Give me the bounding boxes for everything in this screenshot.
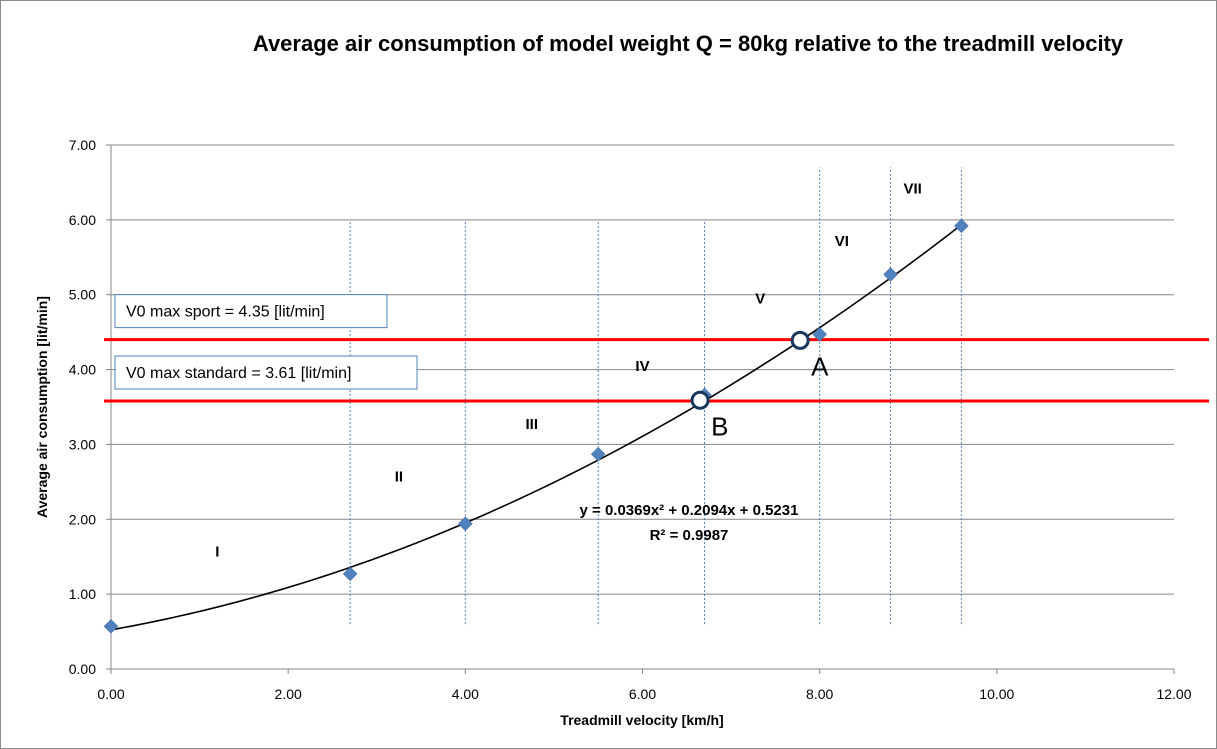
zone-label: IV [635, 358, 649, 375]
threshold-label: V0 max standard = 3.61 [lit/min] [126, 365, 351, 382]
intersection-marker [790, 330, 810, 350]
x-tick-labels: 0.00 2.00 4.00 6.00 8.00 10.00 12.00 [97, 686, 1191, 702]
zone-label: III [526, 416, 539, 433]
y-tick-label: 3.00 [69, 436, 96, 452]
x-tick-label: 0.00 [97, 686, 124, 702]
zone-label: VI [835, 233, 849, 250]
zone-label: V [755, 290, 765, 307]
zone-boundary-lines [349, 167, 962, 625]
y-tick-label: 6.00 [69, 212, 96, 228]
y-tick-label: 1.00 [69, 586, 96, 602]
threshold-lines: V0 max sport = 4.35 [lit/min] V0 max stan… [104, 294, 1209, 403]
threshold-box [114, 355, 418, 390]
data-point [342, 566, 358, 582]
x-axis-label: Treadmill velocity [km/h] [560, 712, 723, 728]
y-tick-label: 5.00 [69, 287, 96, 303]
threshold-label: V0 max sport = 4.35 [lit/min] [126, 304, 325, 321]
x-tick-label: 10.00 [979, 686, 1014, 702]
y-tick-label: 4.00 [69, 362, 96, 378]
threshold-box [114, 294, 388, 329]
x-tick-label: 2.00 [275, 686, 302, 702]
data-points [103, 218, 969, 634]
trendline-equation: y = 0.0369x² + 0.2094x + 0.5231 [580, 502, 799, 519]
y-tick-label: 7.00 [69, 137, 96, 153]
data-point [883, 267, 898, 282]
y-axis-label: Average air consumption [lit/min] [34, 296, 50, 518]
marker-label: B [711, 411, 728, 441]
x-tick-label: 6.00 [629, 686, 656, 702]
x-tick-label: 12.00 [1156, 686, 1191, 702]
zone-label: II [395, 469, 403, 486]
y-tick-labels: 0.00 1.00 2.00 3.00 4.00 5.00 6.00 7.00 [69, 137, 96, 677]
x-tick-label: 8.00 [806, 686, 833, 702]
zone-label: VII [904, 180, 922, 197]
data-point [812, 327, 828, 342]
x-tick-label: 4.00 [452, 686, 479, 702]
intersection-marker [690, 390, 710, 410]
zone-label: I [215, 543, 219, 560]
y-tick-label: 0.00 [69, 661, 96, 677]
chart-title: Average air consumption of model weight … [253, 31, 1124, 56]
y-tick-label: 2.00 [69, 511, 96, 527]
data-point [457, 516, 473, 532]
intersection-markers: AB [690, 330, 829, 441]
data-point [590, 446, 606, 462]
marker-label: A [811, 351, 829, 381]
trendline-r-squared: R² = 0.9987 [650, 527, 729, 544]
axes [106, 144, 1175, 674]
data-point [954, 218, 969, 234]
data-point [103, 618, 119, 634]
